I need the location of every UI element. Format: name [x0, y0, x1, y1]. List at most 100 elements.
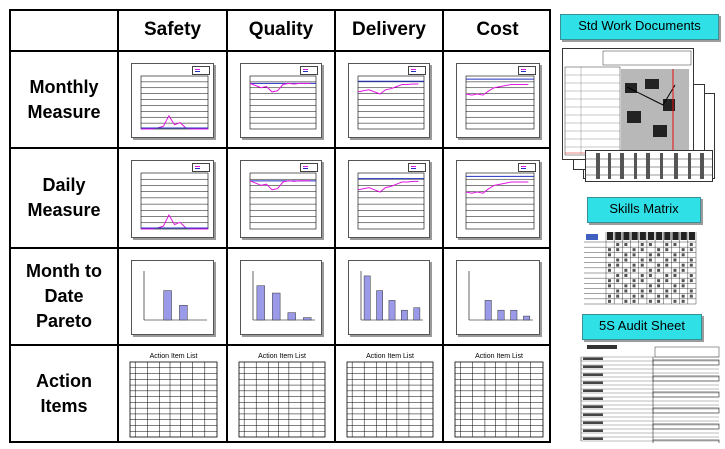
skills-header-cell — [688, 232, 695, 240]
skills-rating-mark — [632, 284, 636, 288]
pareto-bar — [401, 309, 408, 321]
skills-rating-mark — [648, 268, 652, 272]
action-item-list-delivery: Action Item List — [345, 351, 435, 439]
skills-rating-mark — [689, 294, 693, 298]
audit-item-text — [583, 365, 603, 368]
skills-logo — [586, 234, 598, 240]
skills-rating-mark — [624, 289, 628, 293]
skills-rating-mark — [665, 248, 669, 252]
skills-rating-mark — [608, 294, 611, 298]
skills-rating-mark — [608, 299, 611, 303]
skills-header-cell — [656, 232, 663, 240]
pareto-bar — [163, 290, 172, 321]
pareto-bar — [363, 275, 371, 321]
skills-rating-mark — [624, 258, 628, 262]
plot-frame — [465, 172, 535, 230]
plot-frame — [249, 75, 317, 130]
skills-header-cell — [680, 232, 687, 240]
action-item-list-title: Action Item List — [475, 353, 523, 360]
skills-rating-mark — [665, 258, 669, 262]
skills-rating-mark — [657, 248, 661, 252]
skills-rating-mark — [616, 248, 620, 252]
skills-rating-mark — [648, 253, 652, 257]
action-table-border — [454, 361, 544, 438]
pareto-bar — [287, 312, 296, 321]
skills-rating-mark — [673, 299, 677, 303]
pareto-bar — [497, 309, 505, 321]
skills-header-cell — [664, 232, 671, 240]
skills-rating-mark — [689, 258, 693, 262]
skills-rating-mark — [657, 284, 661, 288]
mini-chart-plot — [357, 172, 425, 230]
pareto-bar — [376, 290, 383, 321]
skills-rating-mark — [681, 263, 685, 267]
skills-header-cell — [647, 232, 655, 240]
pareto-bar — [256, 285, 265, 321]
skills-rating-mark — [624, 268, 628, 272]
skills-rating-mark — [608, 284, 611, 288]
skills-rating-mark — [640, 258, 644, 262]
visual-management-board: Safety Quality Delivery Cost Monthly Mea… — [9, 9, 551, 443]
skills-rating-mark — [673, 258, 677, 262]
skills-rating-mark — [673, 284, 677, 288]
mini-chart-plot — [357, 75, 425, 130]
mini-chart-legend — [408, 163, 426, 172]
pareto-plot — [252, 271, 315, 321]
grid-line — [11, 344, 549, 346]
skills-rating-mark — [689, 263, 693, 267]
plot-frame — [357, 75, 425, 130]
pareto-plot — [143, 271, 207, 321]
skills-rating-mark — [681, 284, 685, 288]
mini-chart-legend — [300, 163, 318, 172]
row-header-line: Month to — [26, 261, 102, 281]
skills-rating-mark — [640, 274, 644, 277]
pareto-chart-delivery — [348, 260, 430, 335]
audit-item-text — [583, 357, 603, 360]
skills-rating-mark — [681, 248, 685, 252]
skills-rating-mark — [608, 279, 611, 283]
skills-rating-mark — [689, 248, 693, 252]
skills-rating-mark — [616, 289, 620, 293]
skills-rating-mark — [665, 243, 669, 246]
skills-rating-mark — [640, 289, 644, 293]
row-header-line: Pareto — [35, 311, 93, 331]
mini-chart-plot — [140, 172, 209, 230]
skills-rating-mark — [681, 279, 685, 283]
actual-line — [249, 180, 311, 191]
skills-rating-mark — [673, 268, 677, 272]
skills-rating-mark — [673, 253, 677, 257]
skills-rating-mark — [689, 279, 693, 283]
action-item-grid — [129, 361, 218, 438]
skills-rating-mark — [665, 279, 669, 283]
skills-rating-mark — [608, 253, 611, 257]
5s-audit-sheet-label: 5S Audit Sheet — [582, 314, 702, 340]
skills-rating-mark — [616, 263, 620, 267]
skills-rating-mark — [665, 289, 669, 293]
skills-rating-mark — [640, 294, 644, 298]
row-header-daily-measure: Daily Measure — [11, 149, 117, 247]
mini-chart-plot — [249, 75, 317, 130]
skills-rating-mark — [632, 263, 636, 267]
pareto-bar — [510, 309, 518, 321]
skills-rating-mark — [648, 299, 652, 303]
skills-rating-mark — [640, 248, 644, 252]
row-header-month-to-date-pareto: Month to Date Pareto — [11, 249, 117, 344]
action-item-grid — [238, 361, 326, 438]
skills-rating-mark — [624, 243, 628, 246]
skills-matrix-sheet — [584, 230, 698, 306]
pareto-bar — [388, 300, 396, 321]
audit-score-box — [652, 439, 720, 446]
plot-frame — [465, 75, 535, 130]
skills-rating-mark — [657, 268, 661, 272]
skills-rating-mark — [616, 274, 620, 277]
skills-matrix-label: Skills Matrix — [587, 197, 701, 223]
skills-rating-mark — [632, 253, 636, 257]
audit-score-box — [652, 359, 720, 366]
pareto-chart-cost — [456, 260, 540, 335]
row-header-line: Measure — [27, 101, 101, 122]
row-header-line: Monthly — [29, 76, 99, 97]
std-work-documents-label: Std Work Documents — [560, 14, 719, 40]
skills-rating-mark — [665, 263, 669, 267]
plot-frame — [357, 172, 425, 230]
skills-header-cell — [623, 232, 630, 240]
